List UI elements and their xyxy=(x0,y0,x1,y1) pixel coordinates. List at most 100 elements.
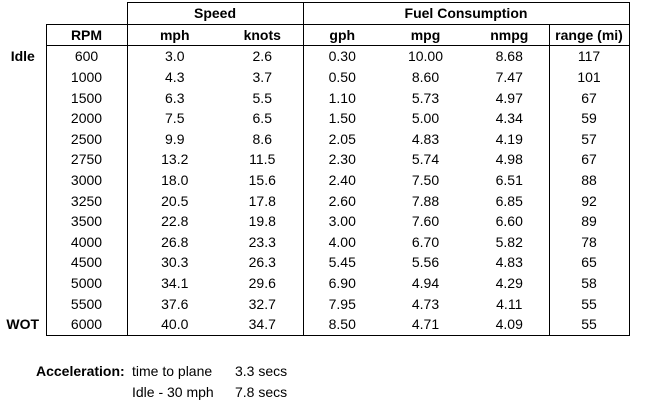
cell-rpm: 2750 xyxy=(45,149,128,170)
cell-mph: 40.0 xyxy=(126,313,222,336)
speed-group-header: Speed xyxy=(126,2,304,25)
cell-knots: 19.8 xyxy=(222,210,304,232)
cell-mph: 4.3 xyxy=(126,66,222,88)
cell-gph: 3.00 xyxy=(302,210,381,232)
cell-knots: 2.6 xyxy=(222,45,304,67)
cell-mpg: 5.74 xyxy=(411,151,440,168)
table-row: 1500 6.3 5.5 1.10 5.73 4.97 67 xyxy=(0,87,630,108)
cell-mph: 22.8 xyxy=(126,210,222,232)
cell-rpm: 5500 xyxy=(45,293,128,314)
row-label xyxy=(0,252,46,273)
cell-rpm: 4000 xyxy=(45,231,128,253)
cell-knots: 23.3 xyxy=(222,231,304,253)
cell-mpg: 4.94 xyxy=(411,275,440,292)
cell-range: 88 xyxy=(548,169,630,191)
cell-knots: 17.8 xyxy=(222,190,304,211)
acceleration-label: Acceleration: xyxy=(36,363,125,379)
cell-rpm: 600 xyxy=(45,45,128,67)
cell-range: 78 xyxy=(548,231,630,253)
cell-range: 55 xyxy=(548,313,630,336)
row-label xyxy=(0,67,46,88)
table-row: 3250 20.5 17.8 2.60 7.88 6.85 92 xyxy=(0,190,630,211)
cell-nmpg: 7.47 xyxy=(495,69,523,86)
cell-mph: 6.3 xyxy=(126,87,222,108)
cell-knots: 5.5 xyxy=(222,87,304,108)
cell-mpg: 5.73 xyxy=(411,89,440,106)
table-row: 3500 22.8 19.8 3.00 7.60 6.60 89 xyxy=(0,210,630,232)
cell-gph: 5.45 xyxy=(302,252,381,273)
cell-gph: 8.50 xyxy=(302,313,381,336)
row-label xyxy=(0,149,46,170)
cell-nmpg: 4.83 xyxy=(495,254,523,271)
cell-mph: 37.6 xyxy=(126,293,222,314)
cell-mph: 18.0 xyxy=(126,169,222,191)
cell-rpm: 2000 xyxy=(45,107,128,129)
cell-range: 117 xyxy=(548,45,630,67)
cell-mph: 30.3 xyxy=(126,252,222,273)
acceleration-item-name: time to plane xyxy=(132,363,213,379)
cell-mpg: 7.88 xyxy=(411,192,440,209)
cell-mpg: 8.60 xyxy=(411,69,440,86)
cell-knots: 6.5 xyxy=(222,107,304,129)
cell-knots: 3.7 xyxy=(222,66,304,88)
cell-mph: 7.5 xyxy=(126,107,222,129)
table-row: WOT 6000 40.0 34.7 8.50 4.71 4.09 55 xyxy=(0,313,630,336)
cell-nmpg: 4.34 xyxy=(495,110,523,127)
cell-rpm: 5000 xyxy=(45,272,128,294)
cell-range: 65 xyxy=(548,252,630,273)
cell-mph: 26.8 xyxy=(126,231,222,253)
row-label xyxy=(0,293,46,314)
cell-mpg: 5.00 xyxy=(411,110,440,127)
header-knots: knots xyxy=(222,23,304,47)
table-row: Idle 600 3.0 2.6 0.30 10.00 8.68 117 xyxy=(0,45,630,67)
row-label xyxy=(0,129,46,150)
column-header-row: RPM mph knots gph mpg nmpg range (mi) xyxy=(0,23,630,47)
fuel-group-header: Fuel Consumption xyxy=(302,2,630,25)
cell-gph: 1.50 xyxy=(302,107,381,129)
cell-gph: 6.90 xyxy=(302,272,381,294)
cell-nmpg: 4.11 xyxy=(496,295,523,312)
cell-rpm: 6000 xyxy=(45,313,128,336)
cell-range: 67 xyxy=(548,149,630,170)
row-label: Idle xyxy=(10,48,35,65)
cell-rpm: 3000 xyxy=(45,169,128,191)
cell-nmpg: 8.68 xyxy=(495,48,523,65)
row-label xyxy=(0,190,46,211)
table-row: 4500 30.3 26.3 5.45 5.56 4.83 65 xyxy=(0,252,630,273)
row-label xyxy=(0,273,46,294)
cell-mph: 34.1 xyxy=(126,272,222,294)
cell-knots: 11.5 xyxy=(222,149,304,170)
acceleration-line: Idle - 30 mph 7.8 secs xyxy=(36,382,287,403)
table-row: 2000 7.5 6.5 1.50 5.00 4.34 59 xyxy=(0,107,630,129)
cell-range: 67 xyxy=(548,87,630,108)
table-row: 5000 34.1 29.6 6.90 4.94 4.29 58 xyxy=(0,272,630,294)
cell-gph: 0.30 xyxy=(302,45,381,67)
cell-mpg: 7.50 xyxy=(411,172,440,189)
cell-mpg: 7.60 xyxy=(411,213,440,230)
cell-range: 55 xyxy=(548,293,630,314)
acceleration-line: Acceleration: time to plane 3.3 secs xyxy=(36,361,287,382)
acceleration-notes: Acceleration: time to plane 3.3 secs Idle … xyxy=(36,361,287,403)
cell-gph: 7.95 xyxy=(302,293,381,314)
header-mpg: mpg xyxy=(381,23,470,47)
cell-mph: 3.0 xyxy=(126,45,222,67)
cell-rpm: 1000 xyxy=(45,66,128,88)
group-header-row: Speed Fuel Consumption xyxy=(0,2,630,25)
row-label xyxy=(0,170,46,191)
cell-gph: 1.10 xyxy=(302,87,381,108)
header-mph: mph xyxy=(126,23,222,47)
header-gph: gph xyxy=(302,23,381,47)
cell-knots: 34.7 xyxy=(222,313,304,336)
cell-mpg: 4.71 xyxy=(381,313,470,336)
cell-nmpg: 4.09 xyxy=(470,313,549,336)
cell-range: 57 xyxy=(548,128,630,150)
cell-rpm: 3500 xyxy=(45,210,128,232)
cell-rpm: 4500 xyxy=(45,252,128,273)
table-row: 1000 4.3 3.7 0.50 8.60 7.47 101 xyxy=(0,66,630,88)
cell-mpg: 4.83 xyxy=(411,130,440,147)
row-label xyxy=(0,232,46,253)
cell-rpm: 2500 xyxy=(45,128,128,150)
cell-nmpg: 4.97 xyxy=(495,89,523,106)
cell-mph: 13.2 xyxy=(126,149,222,170)
cell-knots: 8.6 xyxy=(222,128,304,150)
